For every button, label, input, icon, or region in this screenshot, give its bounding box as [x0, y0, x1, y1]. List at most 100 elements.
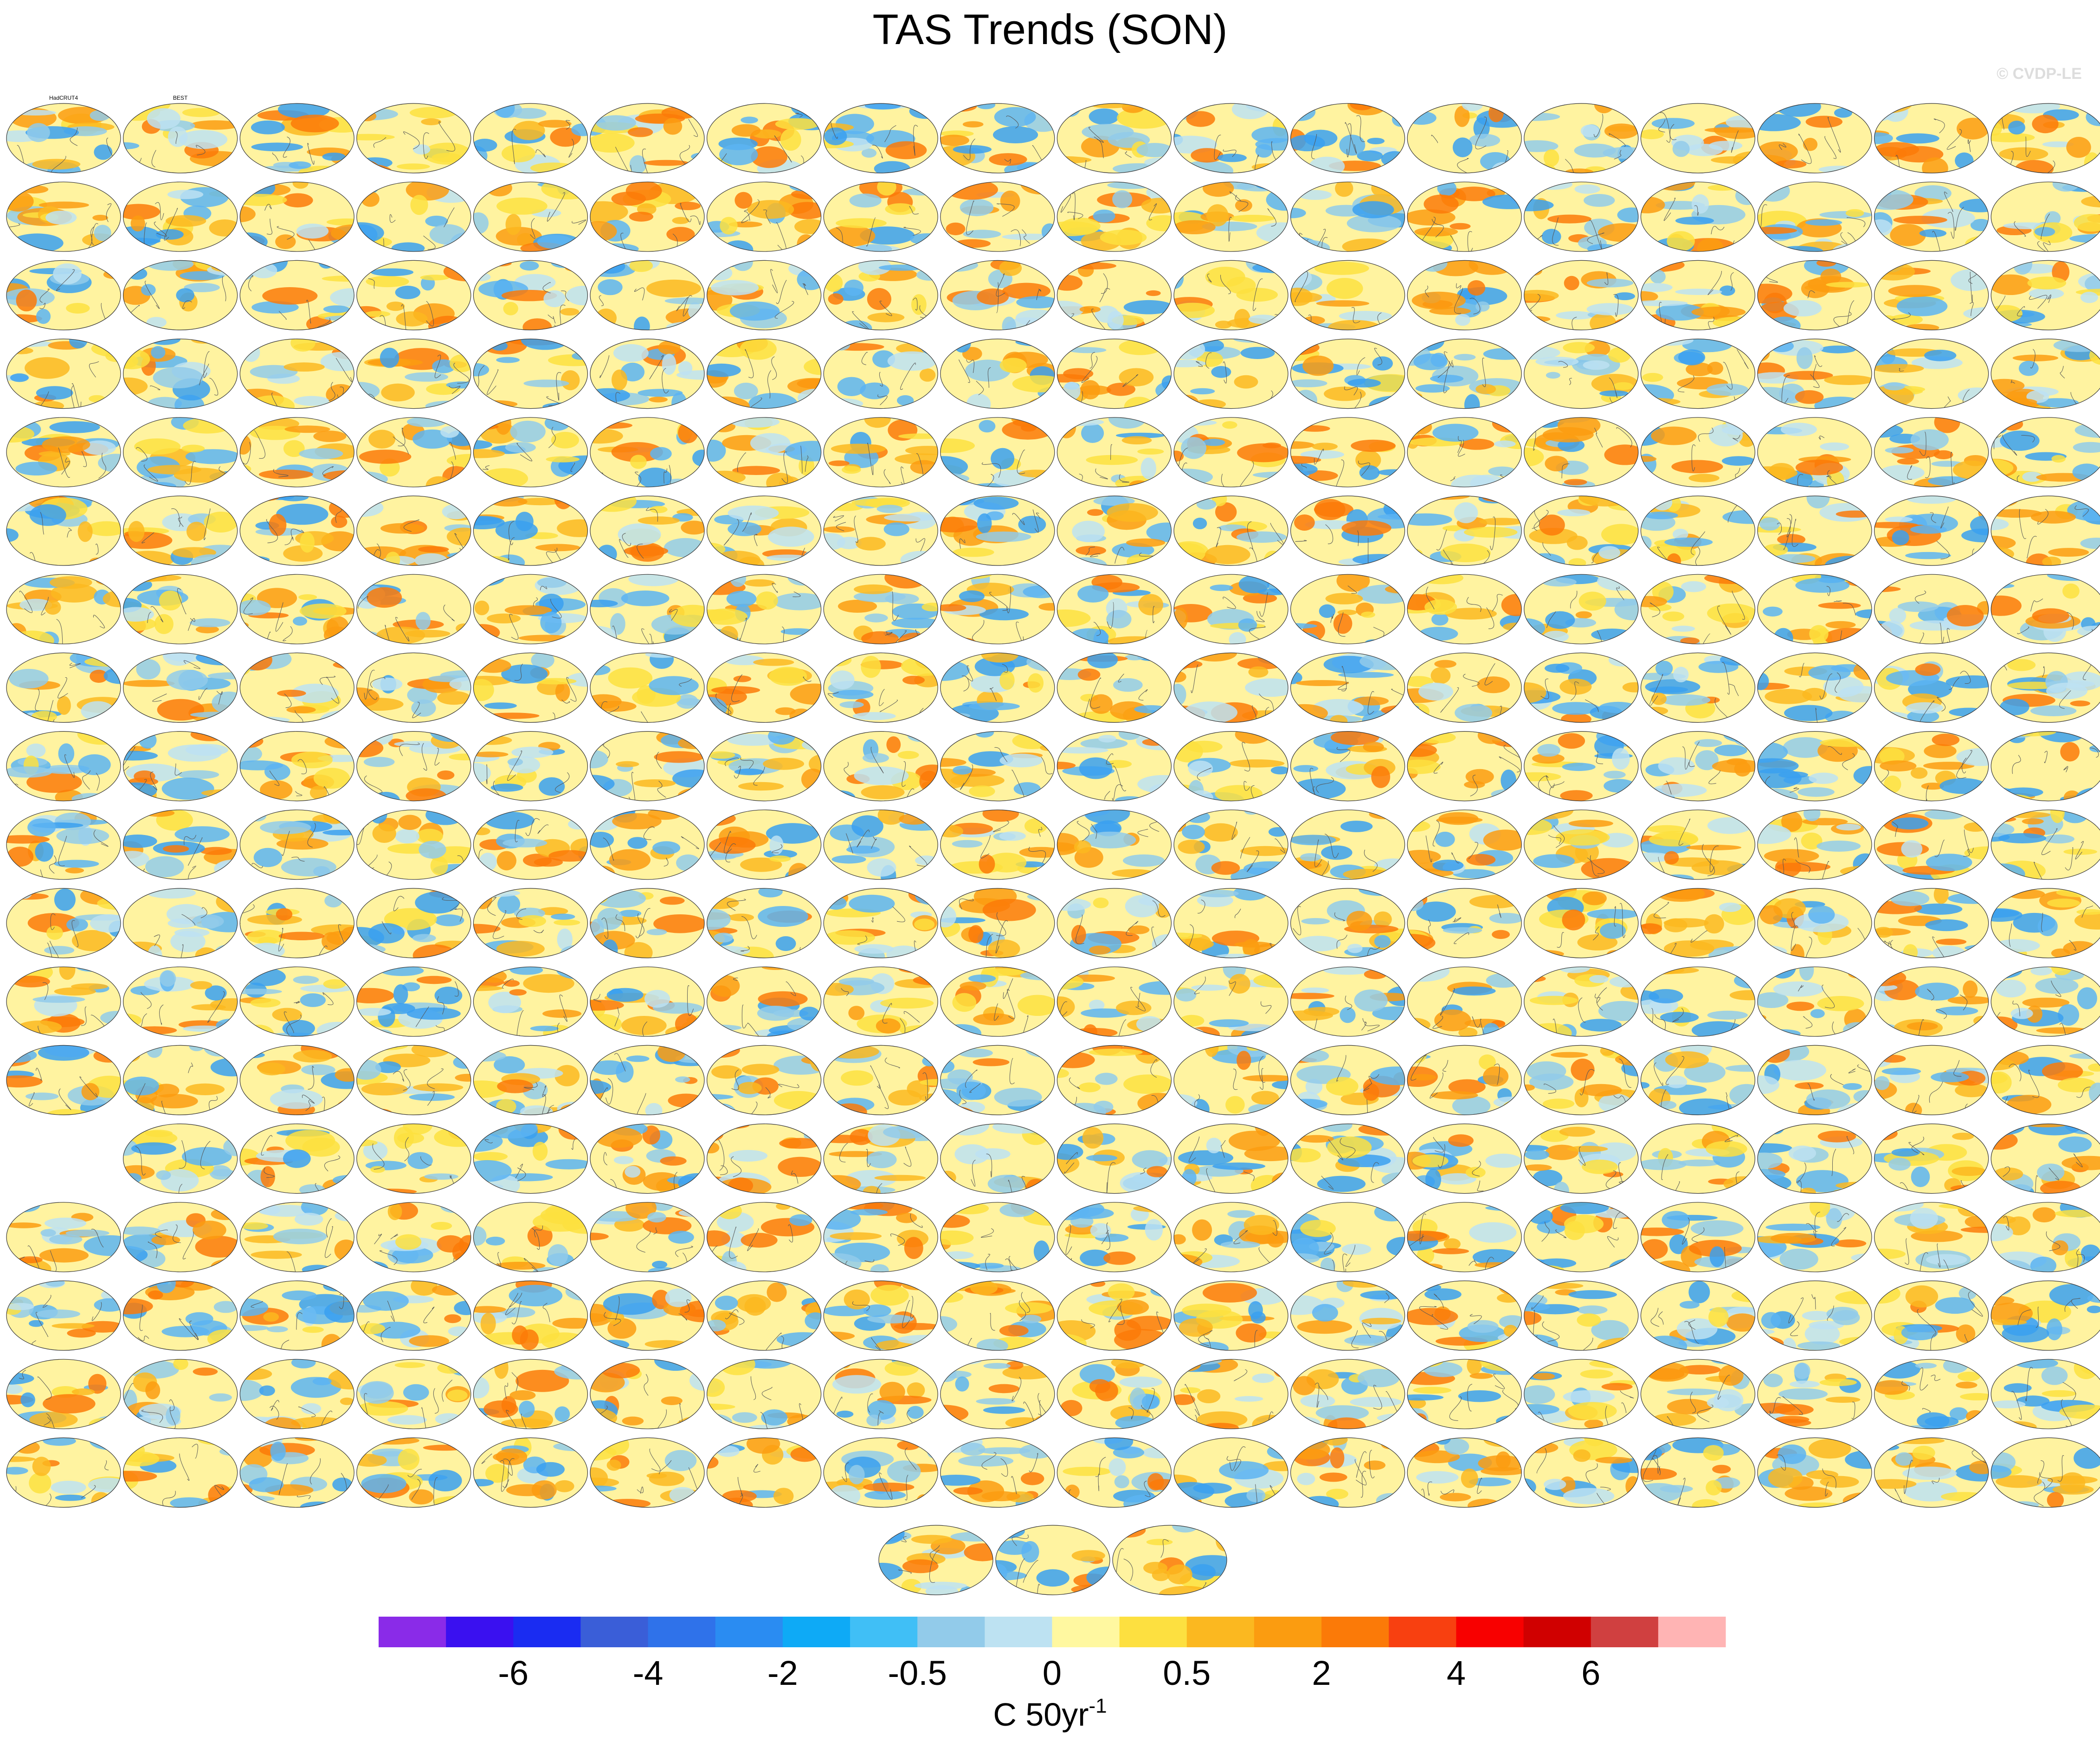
- map-panel: [1741, 339, 1875, 417]
- map-anomaly: [823, 159, 837, 170]
- map-anomaly: [456, 256, 470, 272]
- map-anomaly: [1799, 959, 1814, 981]
- map-anomaly: [1483, 348, 1527, 360]
- map-anomaly: [2081, 292, 2098, 303]
- map-panel: [1267, 339, 1423, 419]
- map-panel: [231, 334, 366, 418]
- map-anomaly: [831, 444, 886, 454]
- map-field: [1505, 179, 1649, 254]
- map-field: [1393, 648, 1529, 739]
- map-anomaly: [1316, 300, 1369, 307]
- map-anomaly: [1582, 892, 1607, 906]
- map-anomaly: [1673, 667, 1688, 682]
- map-anomaly: [456, 570, 505, 587]
- map-anomaly: [1319, 604, 1335, 618]
- map-anomaly: [1359, 465, 1380, 480]
- map-anomaly: [3, 766, 52, 777]
- map-anomaly: [979, 420, 995, 432]
- map-anomaly: [1002, 317, 1016, 336]
- map-panel: [691, 496, 824, 578]
- map-anomaly: [1361, 611, 1375, 617]
- map-anomaly: [832, 855, 866, 863]
- map-anomaly: [1288, 379, 1327, 387]
- map-anomaly: [453, 1056, 476, 1069]
- map-anomaly: [1141, 198, 1178, 213]
- map-anomaly: [1589, 975, 1609, 983]
- map-anomaly: [1176, 1028, 1205, 1040]
- map-anomaly: [36, 386, 73, 399]
- map-anomaly: [825, 790, 855, 805]
- map-anomaly: [1939, 778, 1987, 794]
- map-anomaly: [1061, 218, 1101, 234]
- map-anomaly: [1205, 267, 1245, 287]
- map-anomaly: [1326, 593, 1363, 604]
- map-anomaly: [556, 960, 603, 979]
- map-anomaly: [1692, 194, 1709, 214]
- map-anomaly: [196, 650, 249, 665]
- map-anomaly: [134, 438, 180, 455]
- map-anomaly: [851, 499, 907, 507]
- map-anomaly: [648, 808, 682, 820]
- map-anomaly: [1784, 705, 1832, 721]
- map-anomaly: [1512, 975, 1546, 983]
- map-panel: [1160, 644, 1296, 732]
- map-anomaly: [1074, 840, 1091, 853]
- map-field: [1502, 260, 1659, 337]
- map-anomaly: [465, 624, 500, 641]
- map-anomaly: [925, 1106, 975, 1123]
- map-panel: [921, 1040, 1066, 1123]
- map-anomaly: [251, 121, 285, 135]
- map-anomaly: [675, 202, 701, 210]
- map-anomaly: [841, 1070, 873, 1085]
- map-anomaly: [503, 302, 518, 315]
- map-anomaly: [1086, 455, 1138, 465]
- map-anomaly: [1347, 944, 1363, 953]
- map-anomaly: [910, 233, 944, 245]
- map-anomaly: [93, 1049, 123, 1062]
- map-anomaly: [367, 587, 402, 608]
- map-anomaly: [612, 370, 627, 391]
- map-anomaly: [1672, 626, 1695, 632]
- map-panel: [570, 731, 717, 804]
- map-anomaly: [1040, 745, 1060, 751]
- map-panel: [583, 646, 724, 727]
- map-anomaly: [840, 701, 864, 708]
- map-anomaly: [1393, 392, 1423, 401]
- map-panel: [1620, 334, 1761, 418]
- map-anomaly: [412, 934, 436, 942]
- map-anomaly: [440, 426, 459, 438]
- map-anomaly: [1400, 1020, 1415, 1026]
- map-anomaly: [621, 591, 670, 606]
- map-anomaly: [530, 1026, 559, 1031]
- map-anomaly: [456, 337, 494, 350]
- map-field: [6, 574, 136, 651]
- map-anomaly: [1856, 864, 1905, 879]
- map-field: [1741, 339, 1875, 417]
- map-anomaly: [1494, 441, 1516, 448]
- map-anomaly: [1437, 817, 1483, 823]
- map-panel: [227, 649, 375, 732]
- map-field: [230, 732, 368, 816]
- map-anomaly: [629, 212, 653, 222]
- map-field: [1741, 806, 1894, 889]
- map-anomaly: [319, 710, 368, 732]
- map-anomaly: [898, 433, 943, 439]
- map-anomaly: [322, 830, 361, 835]
- map-field: [573, 967, 715, 1040]
- map-anomaly: [1119, 368, 1154, 386]
- map-anomaly: [666, 321, 721, 333]
- map-anomaly: [2038, 917, 2058, 936]
- map-anomaly: [1333, 613, 1353, 634]
- map-anomaly: [598, 279, 622, 295]
- map-anomaly: [1028, 673, 1044, 693]
- map-anomaly: [1649, 833, 1699, 847]
- map-anomaly: [1846, 209, 1864, 217]
- map-anomaly: [1123, 1074, 1173, 1094]
- map-anomaly: [1874, 927, 1893, 938]
- map-anomaly: [1279, 1010, 1333, 1021]
- map-anomaly: [366, 276, 409, 287]
- map-anomaly: [442, 466, 470, 488]
- map-anomaly: [1369, 396, 1423, 415]
- map-anomaly: [204, 1038, 234, 1057]
- map-anomaly: [626, 1055, 650, 1062]
